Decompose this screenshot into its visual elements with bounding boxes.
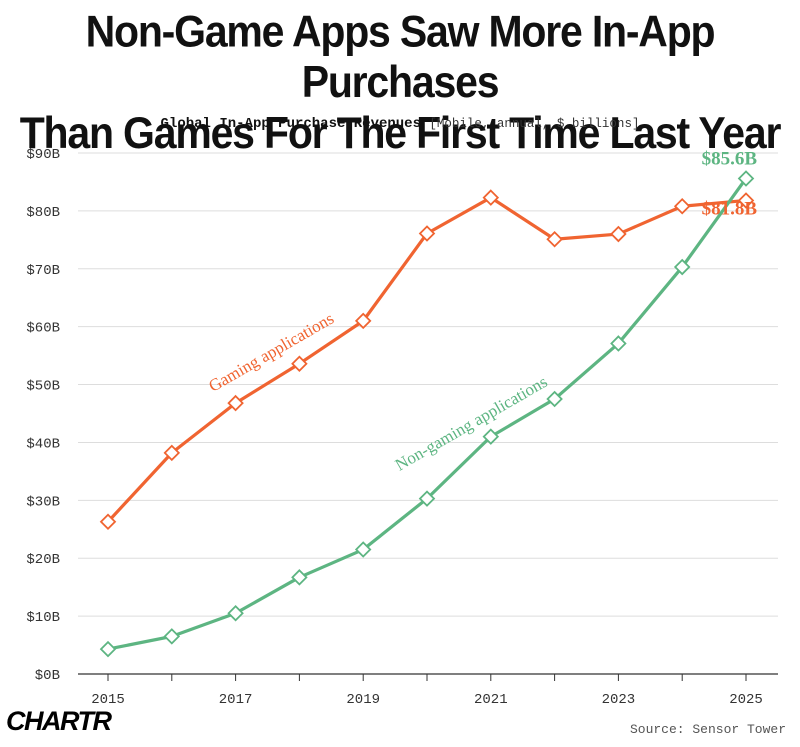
gaming-marker [99, 513, 117, 531]
x-tick-label: 2015 [91, 692, 125, 708]
gaming-marker [163, 444, 181, 462]
non-gaming-series-label: Non-gaming applications [392, 372, 551, 475]
gaming-line [106, 195, 748, 524]
non-gaming-line [106, 176, 748, 651]
y-tick-label: $20B [26, 552, 60, 568]
non-gaming-marker [737, 170, 755, 187]
non-gaming-marker [99, 640, 117, 658]
y-tick-label: $30B [26, 494, 60, 510]
subtitle-text: Global In-App Purchase Revenues [160, 116, 421, 132]
y-tick-label: $90B [26, 147, 60, 163]
title-line-2: Than Games For The First Time Last Year [19, 107, 782, 158]
y-tick-label: $50B [26, 379, 60, 395]
non-gaming-marker [354, 541, 372, 558]
non-gaming-marker [291, 569, 308, 586]
non-gaming-marker [163, 628, 181, 645]
gaming-marker [482, 189, 500, 206]
y-tick-label: $80B [26, 205, 60, 221]
gaming-marker [418, 225, 436, 242]
gaming-marker [546, 230, 563, 248]
y-tick-label: $70B [26, 263, 60, 279]
chartr-logo: CHARTR [6, 706, 112, 736]
x-tick-label: 2025 [729, 692, 763, 708]
y-tick-label: $0B [35, 668, 60, 684]
gaming-marker [673, 197, 691, 215]
non-gaming-marker [482, 428, 500, 445]
non-gaming-marker [227, 604, 244, 622]
non-gaming-marker [610, 335, 627, 352]
gaming-marker [227, 394, 244, 412]
gaming-end-label: $81.8B [702, 198, 758, 219]
y-tick-label: $10B [26, 610, 60, 626]
title-line-1: Non-Game Apps Saw More In-App Purchases [85, 6, 716, 107]
gaming-marker [291, 355, 308, 372]
non-gaming-marker [673, 258, 691, 276]
non-gaming-marker [546, 390, 563, 408]
subtitle-unit: [Mobile, annual, $ billions] [429, 117, 640, 131]
x-tick-label: 2017 [219, 692, 253, 708]
non-gaming-marker [418, 490, 436, 507]
x-tick-label: 2019 [346, 692, 380, 708]
chart-title: Non-Game Apps Saw More In-App Purchases … [0, 6, 800, 158]
source-note: Source: Sensor Tower [629, 722, 786, 737]
non-gaming-end-label: $85.6B [702, 148, 758, 169]
y-tick-label: $40B [26, 436, 60, 452]
gaming-marker [737, 192, 755, 209]
gaming-marker [354, 312, 372, 330]
gaming-marker [610, 225, 627, 243]
x-tick-label: 2023 [602, 692, 636, 708]
chart-subtitle: Global In-App Purchase Revenues [Mobile,… [0, 116, 800, 132]
x-tick-label: 2021 [474, 692, 508, 708]
y-tick-label: $60B [26, 321, 60, 337]
